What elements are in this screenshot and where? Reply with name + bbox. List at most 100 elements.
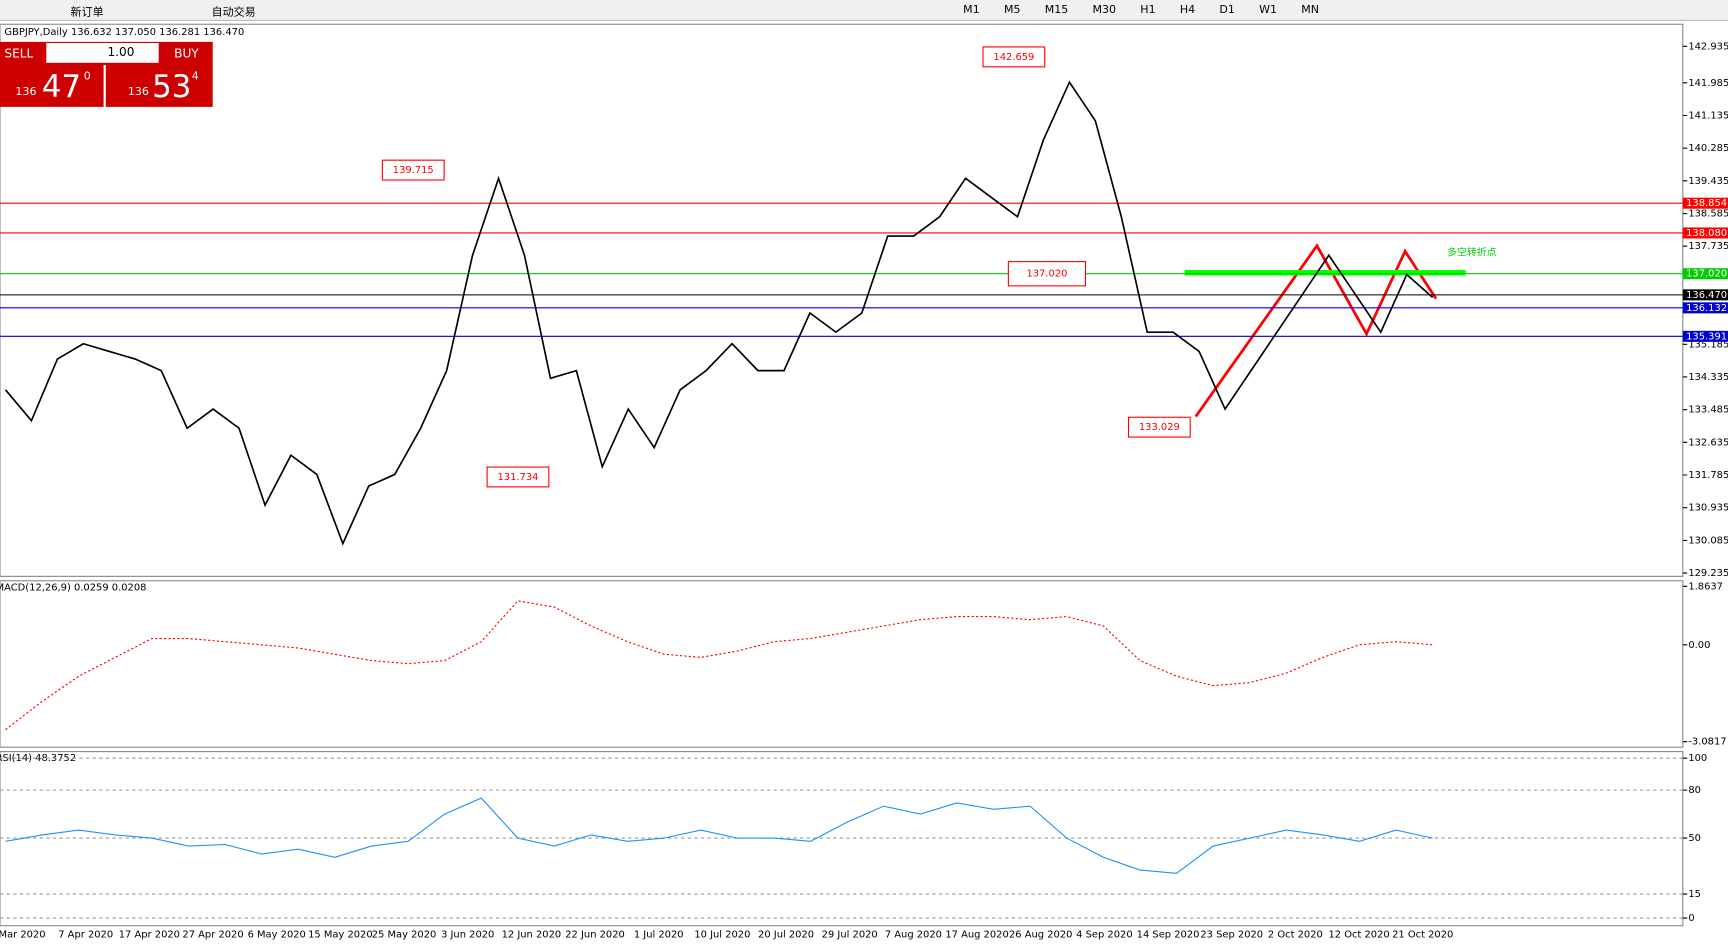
x-tick-label: 17 Apr 2020: [119, 930, 180, 941]
sell-digits: 47: [41, 68, 82, 105]
timeframe[interactable]: D1: [1219, 3, 1235, 16]
auto-trading[interactable]: 自动交易: [211, 6, 256, 19]
x-tick-label: 2 Oct 2020: [1268, 930, 1323, 941]
x-tick-label: 23 Sep 2020: [1200, 930, 1263, 941]
macd-pane: [0, 580, 1684, 748]
x-tick-label: 29 Jul 2020: [822, 930, 878, 941]
price-pane: [0, 23, 1684, 577]
macd-label: MACD(12,26,9) 0.0259 0.0208: [0, 582, 146, 593]
y-tick-label: 132.635: [1688, 437, 1728, 448]
level-label: 135.391: [1686, 331, 1727, 342]
timeframe[interactable]: M5: [1003, 3, 1021, 16]
y-tick-label: 131.785: [1688, 470, 1728, 481]
y-tick-label: 134.335: [1688, 372, 1728, 383]
symbol-line: GBPJPY,Daily 136.632 137.050 136.281 136…: [4, 27, 244, 38]
x-tick-label: 17 Aug 2020: [945, 930, 1008, 941]
sell-frac: 0: [83, 70, 91, 83]
y-tick-label: 139.435: [1688, 176, 1728, 187]
y-tick-label: 129.235: [1688, 568, 1728, 579]
buy-digits: 53: [152, 68, 192, 105]
annotation: 133.029: [1139, 422, 1180, 433]
buy-big: 136: [127, 85, 149, 99]
y-tick-label: 141.135: [1688, 110, 1728, 121]
level-tag: [1682, 330, 1728, 342]
macd-signal: [5, 600, 1433, 731]
level-tag: [1682, 289, 1728, 301]
annotation: 139.715: [393, 165, 434, 176]
timeframe[interactable]: M15: [1044, 3, 1069, 16]
y-tick-label: 0: [1688, 913, 1694, 924]
annotation-box: [1007, 261, 1087, 287]
x-tick-label: 3 Jun 2020: [441, 930, 494, 941]
sell-big: 136: [15, 85, 37, 99]
y-tick-label: 140.285: [1688, 143, 1728, 154]
buy-button[interactable]: BUY: [174, 46, 199, 61]
annotation-box: [1127, 416, 1191, 438]
y-tick-label: 133.485: [1688, 405, 1728, 416]
level-label: 138.080: [1686, 228, 1727, 239]
level-tag: [1682, 197, 1728, 209]
rsi-pane: [0, 751, 1684, 927]
level-tag: [1682, 268, 1728, 280]
timeframe[interactable]: H4: [1179, 3, 1196, 16]
annotation: 131.734: [497, 472, 538, 483]
chart: GBPJPY,Daily 136.632 137.050 136.281 136…: [0, 23, 1728, 941]
y-tick-label: 15: [1688, 889, 1701, 900]
note: 多空转折点: [1447, 245, 1497, 258]
x-tick-label: 7 Aug 2020: [885, 930, 942, 941]
lot-input[interactable]: 1.00: [46, 42, 159, 63]
x-tick-label: 14 Sep 2020: [1137, 930, 1200, 941]
price-line: [4, 80, 1434, 546]
y-tick-label: 80: [1688, 785, 1701, 796]
new-order[interactable]: 新订单: [70, 6, 104, 19]
annotation: 142.659: [993, 52, 1034, 63]
annotation-box: [982, 46, 1046, 68]
y-tick-label: -3.0817: [1688, 737, 1726, 748]
y-tick-label: 137.735: [1688, 241, 1728, 252]
level-label: 137.020: [1686, 269, 1727, 280]
x-tick-label: 12 Jun 2020: [502, 930, 562, 941]
level-label: 136.132: [1686, 303, 1727, 314]
turning-zone: [1184, 269, 1466, 276]
x-tick-label: 25 May 2020: [372, 930, 437, 941]
rsi-label: RSI(14) 48.3752: [0, 753, 76, 764]
trade-panel: SELL 1.00 BUY 136 47 0 136 53 4: [0, 41, 213, 107]
y-tick-label: 50: [1688, 833, 1701, 844]
level-tag: [1682, 227, 1728, 239]
y-tick-label: 1.8637: [1688, 581, 1723, 592]
timeframe[interactable]: MN: [1301, 3, 1320, 16]
toolbar: 新订单 自动交易 M1 M5 M15 M30 H1 H4 D1 W1 MN: [0, 0, 1728, 21]
annotation: 137.020: [1026, 269, 1067, 280]
x-tick-label: 10 Jul 2020: [694, 930, 750, 941]
buy-frac: 4: [191, 70, 199, 83]
y-tick-label: 130.935: [1688, 503, 1728, 514]
rsi-line: [5, 797, 1433, 874]
y-tick-label: 142.935: [1688, 41, 1728, 52]
y-tick-label: 0.00: [1688, 640, 1710, 651]
x-tick-label: Mar 2020: [0, 930, 46, 941]
x-tick-label: 12 Oct 2020: [1328, 930, 1389, 941]
x-tick-label: 22 Jun 2020: [565, 930, 625, 941]
y-tick-label: 138.585: [1688, 209, 1728, 220]
arrows: [1194, 243, 1438, 418]
timeframe[interactable]: W1: [1259, 3, 1278, 16]
x-tick-label: 27 Apr 2020: [182, 930, 243, 941]
x-tick-label: 6 May 2020: [248, 930, 306, 941]
x-tick-label: 4 Sep 2020: [1076, 930, 1132, 941]
sell-button[interactable]: SELL: [4, 46, 34, 61]
x-tick-label: 26 Aug 2020: [1009, 930, 1072, 941]
timeframe[interactable]: M30: [1092, 3, 1117, 16]
level-label: 136.470: [1686, 290, 1727, 301]
level-label: 138.854: [1686, 198, 1727, 209]
level-tag: [1682, 302, 1728, 314]
y-tick-label: 135.185: [1688, 339, 1728, 350]
timeframe[interactable]: M1: [963, 3, 980, 16]
x-tick-label: 7 Apr 2020: [58, 930, 113, 941]
y-tick-label: 130.085: [1688, 535, 1728, 546]
x-tick-label: 1 Jul 2020: [634, 930, 684, 941]
x-tick-label: 15 May 2020: [308, 930, 373, 941]
annotation-box: [486, 466, 550, 488]
y-tick-label: 100: [1688, 753, 1707, 764]
timeframe[interactable]: H1: [1140, 3, 1156, 16]
